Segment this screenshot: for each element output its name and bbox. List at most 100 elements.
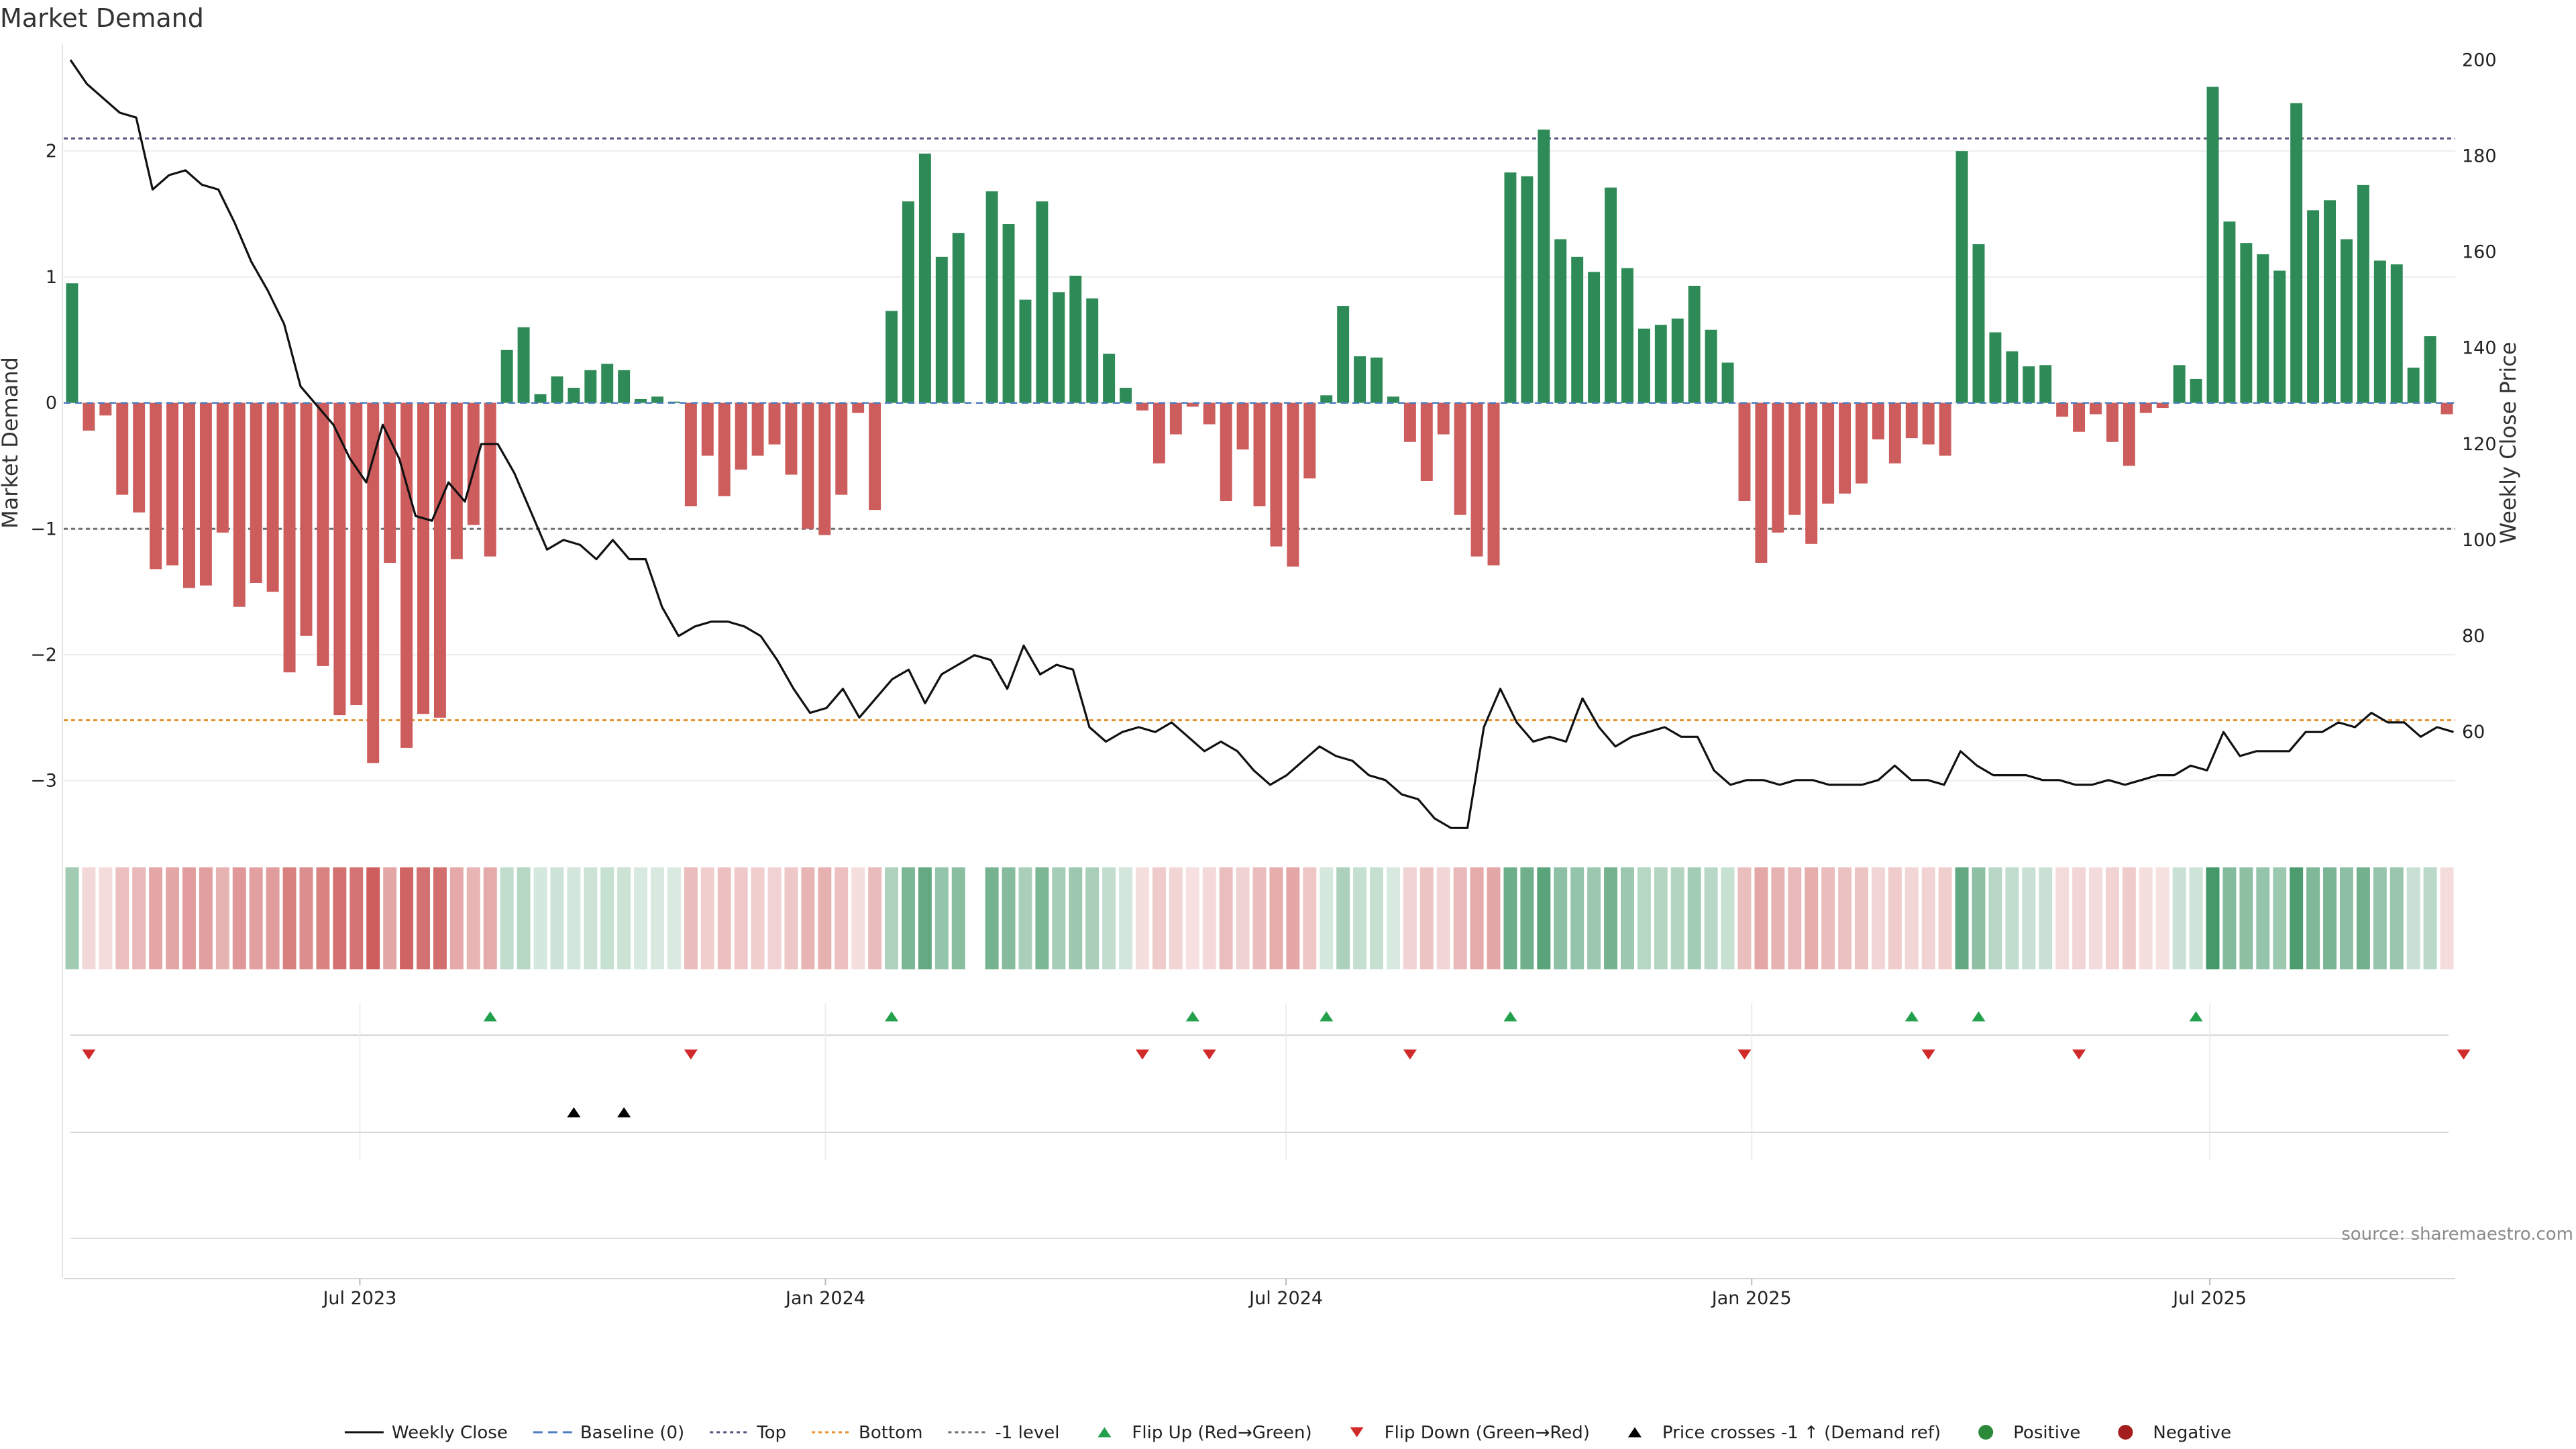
- demand-bar: [116, 402, 129, 495]
- heat-cell: [1821, 867, 1835, 969]
- heat-cell: [1185, 867, 1199, 969]
- heat-cell: [1269, 867, 1283, 969]
- heat-cell: [299, 867, 313, 969]
- heat-cell: [1604, 867, 1618, 969]
- demand-bar: [2407, 368, 2420, 403]
- price-cross-panel: [70, 1107, 2449, 1239]
- demand-bar: [2056, 402, 2069, 417]
- demand-bar: [1621, 268, 1633, 403]
- demand-bar: [1905, 402, 1918, 439]
- heat-cell: [1788, 867, 1802, 969]
- heat-cell: [951, 867, 965, 969]
- heat-cell: [1052, 867, 1066, 969]
- demand-bar: [500, 350, 513, 403]
- heat-cell: [232, 867, 246, 969]
- demand-bar: [467, 402, 480, 525]
- demand-bar: [1588, 272, 1601, 403]
- legend-swatch: [2118, 1425, 2133, 1440]
- demand-bar: [802, 402, 814, 529]
- flip-up-marker: [483, 1011, 497, 1022]
- heat-cell: [2206, 867, 2220, 969]
- chart-title: Market Demand: [0, 3, 204, 33]
- demand-bar: [2039, 365, 2052, 403]
- x-tick-label: Jan 2024: [784, 1288, 865, 1309]
- demand-bar: [1487, 402, 1500, 566]
- heat-cell: [1470, 867, 1484, 969]
- heat-cell: [466, 867, 480, 969]
- y-tick-label-right: 80: [2462, 626, 2485, 647]
- demand-bar: [199, 402, 212, 586]
- heat-cell: [1972, 867, 1986, 969]
- heat-cell: [2273, 867, 2287, 969]
- demand-bar: [2240, 243, 2253, 403]
- legend-label: Top: [756, 1423, 786, 1443]
- y-tick-label: −3: [30, 771, 57, 792]
- heat-cell: [1336, 867, 1350, 969]
- heat-cell: [2373, 867, 2387, 969]
- demand-bar: [1972, 244, 1985, 403]
- demand-bar: [918, 153, 931, 403]
- demand-bar: [233, 402, 246, 607]
- demand-bar: [2340, 239, 2353, 403]
- heat-cell: [734, 867, 748, 969]
- demand-bar: [1437, 402, 1450, 435]
- demand-bar: [1922, 402, 1935, 445]
- demand-bar: [1856, 402, 1868, 484]
- demand-bar: [484, 402, 496, 557]
- heat-cell: [2039, 867, 2053, 969]
- price-cross-marker: [567, 1107, 581, 1118]
- heat-cell: [433, 867, 447, 969]
- heat-cell: [550, 867, 564, 969]
- demand-bar: [1939, 402, 1951, 456]
- y-tick-label-right: 200: [2462, 50, 2497, 70]
- demand-bar: [1721, 362, 1734, 403]
- demand-bar: [183, 402, 195, 588]
- demand-bar: [1354, 356, 1366, 403]
- demand-bar: [2106, 402, 2118, 442]
- heat-cell: [1938, 867, 1952, 969]
- heat-cell: [1202, 867, 1216, 969]
- demand-bar: [133, 402, 146, 513]
- demand-bar: [1203, 402, 1216, 425]
- price-cross-marker: [617, 1107, 631, 1118]
- heat-cell: [99, 867, 113, 969]
- flip-up-marker: [1503, 1011, 1517, 1022]
- demand-bar: [985, 191, 998, 403]
- demand-bar: [651, 396, 663, 403]
- demand-bar: [551, 376, 564, 403]
- demand-bar: [684, 402, 697, 506]
- demand-bar: [1805, 402, 1818, 544]
- flip-down-marker: [1202, 1049, 1216, 1060]
- heat-cell: [835, 867, 849, 969]
- heat-cell: [115, 867, 129, 969]
- demand-bar: [2173, 365, 2186, 403]
- heat-cell: [2105, 867, 2119, 969]
- heat-cell: [1687, 867, 1701, 969]
- y-tick-label: 1: [46, 267, 57, 288]
- legend-swatch: [1350, 1427, 1364, 1438]
- heat-cell: [1219, 867, 1233, 969]
- source-note: source: sharemaestro.com: [2341, 1224, 2573, 1244]
- demand-bar: [818, 402, 831, 535]
- heat-cell: [149, 867, 163, 969]
- demand-bar: [1253, 402, 1266, 506]
- heat-cell: [1721, 867, 1735, 969]
- demand-bar: [1705, 329, 1717, 403]
- demand-bar: [1955, 151, 1968, 403]
- demand-bar: [1220, 402, 1232, 501]
- heat-cell: [366, 867, 380, 969]
- demand-bar: [2307, 210, 2320, 403]
- demand-bar: [1371, 358, 1383, 403]
- legend-swatch: [1097, 1427, 1112, 1438]
- heat-cell: [1704, 867, 1718, 969]
- legend-label: Flip Down (Green→Red): [1385, 1423, 1590, 1443]
- demand-bar: [216, 402, 229, 533]
- flip-down-marker: [2072, 1049, 2086, 1060]
- demand-bar: [2273, 270, 2286, 403]
- heat-cell: [2356, 867, 2370, 969]
- heat-cell: [249, 867, 263, 969]
- heat-cell: [383, 867, 397, 969]
- heat-cell: [82, 867, 96, 969]
- demand-bar: [1002, 224, 1015, 403]
